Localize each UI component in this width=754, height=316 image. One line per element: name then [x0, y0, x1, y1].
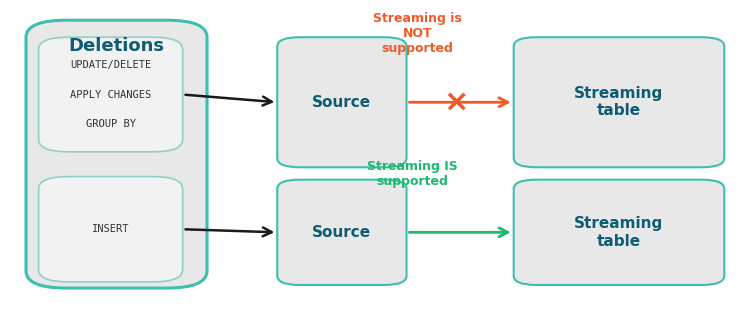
- Text: Source: Source: [312, 95, 372, 110]
- FancyBboxPatch shape: [513, 37, 725, 167]
- Text: ×: ×: [443, 88, 469, 117]
- FancyBboxPatch shape: [26, 20, 207, 288]
- FancyBboxPatch shape: [277, 180, 406, 285]
- FancyBboxPatch shape: [513, 180, 725, 285]
- Text: Streaming
table: Streaming table: [575, 86, 664, 118]
- Text: Streaming is
NOT
supported: Streaming is NOT supported: [373, 12, 462, 55]
- Text: INSERT: INSERT: [92, 224, 130, 234]
- Text: Streaming IS
supported: Streaming IS supported: [367, 160, 458, 188]
- FancyBboxPatch shape: [38, 177, 182, 282]
- Text: Source: Source: [312, 225, 372, 240]
- FancyBboxPatch shape: [38, 37, 182, 152]
- Text: UPDATE/DELETE: UPDATE/DELETE: [70, 60, 152, 70]
- Text: APPLY CHANGES: APPLY CHANGES: [70, 89, 152, 100]
- Text: Deletions: Deletions: [69, 37, 164, 55]
- Text: Streaming
table: Streaming table: [575, 216, 664, 248]
- Text: GROUP BY: GROUP BY: [86, 119, 136, 129]
- FancyBboxPatch shape: [277, 37, 406, 167]
